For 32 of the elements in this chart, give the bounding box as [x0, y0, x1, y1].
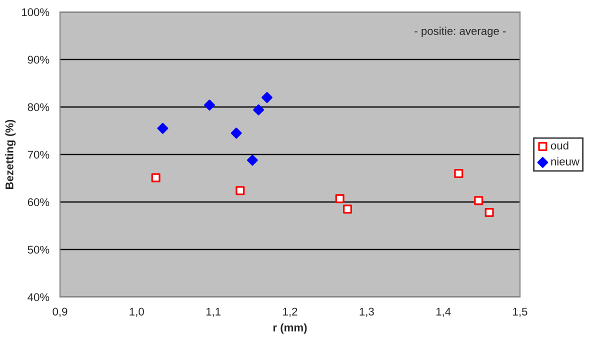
point: [236, 186, 245, 196]
x-tick-label: 1,3: [360, 308, 374, 317]
point: [157, 122, 168, 134]
x-axis-title: r (mm): [273, 323, 307, 334]
point: [335, 194, 344, 204]
point: [230, 128, 242, 139]
point: [204, 100, 215, 111]
x-tick-label: 1,1: [206, 308, 221, 317]
y-tick-label: 40%: [28, 293, 50, 302]
x-tick-label: 1,4: [436, 308, 451, 317]
y-tick-label: 80%: [28, 103, 50, 112]
x-tick-label: 1,5: [513, 308, 528, 317]
point: [342, 204, 352, 214]
y-tick-label: 60%: [28, 198, 50, 206]
y-tick-label: 50%: [28, 246, 50, 254]
x-tick-label: 0,9: [52, 308, 68, 317]
annotation: - positie: average -: [414, 26, 506, 38]
y-tick-label: 90%: [28, 56, 50, 64]
legend-label: nieuw: [551, 157, 580, 166]
y-tick-label: 70%: [28, 150, 50, 159]
y-axis-title: Bezetting (%): [5, 120, 16, 189]
x-tick-label: 1,0: [130, 308, 144, 317]
x-tick-label: 1,2: [283, 308, 298, 317]
point: [484, 208, 494, 217]
point: [262, 92, 272, 103]
point: [253, 104, 264, 116]
y-tick-label: 100%: [22, 8, 50, 16]
point: [454, 168, 464, 178]
point: [151, 173, 160, 182]
point: [474, 196, 484, 206]
legend-label: oud: [550, 141, 568, 150]
point: [246, 154, 258, 166]
